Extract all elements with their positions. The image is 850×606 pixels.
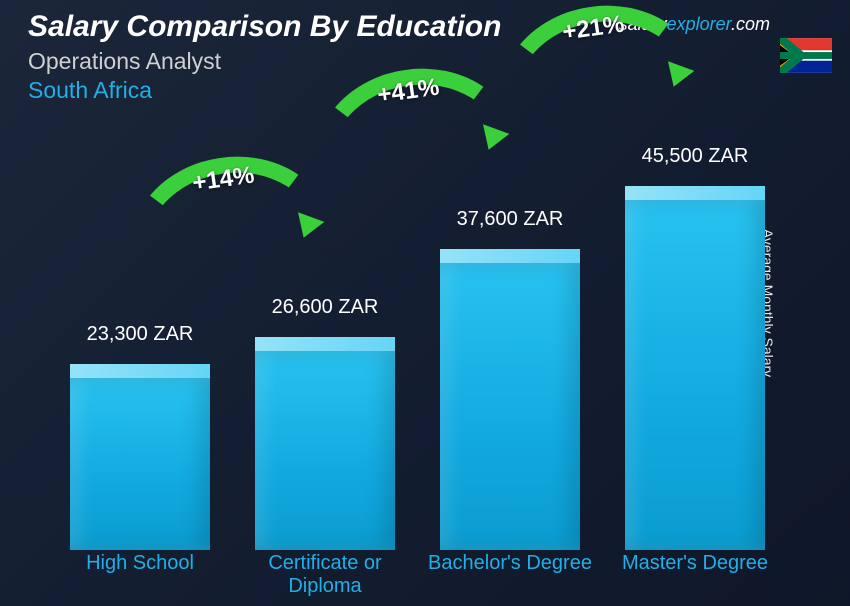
bar — [440, 249, 580, 550]
x-axis-labels: High SchoolCertificate or DiplomaBachelo… — [70, 552, 800, 600]
increase-pct: +14% — [191, 161, 256, 197]
flag-icon — [780, 38, 832, 73]
arrowhead-icon — [475, 124, 509, 154]
bar — [70, 364, 210, 550]
increase-pct: +41% — [376, 73, 441, 109]
arrowhead-icon — [290, 212, 324, 242]
brand-part3: .com — [731, 14, 770, 34]
arrowhead-icon — [660, 61, 694, 91]
x-label: Master's Degree — [605, 552, 785, 575]
bar — [255, 337, 395, 550]
x-label: Bachelor's Degree — [420, 552, 600, 575]
x-label: Certificate or Diploma — [235, 552, 415, 598]
chart-title: Salary Comparison By Education — [28, 10, 501, 44]
x-label: High School — [50, 552, 230, 575]
increase-pct: +21% — [561, 10, 626, 46]
bar — [625, 186, 765, 550]
bar-chart: 23,300 ZAR26,600 ZAR37,600 ZAR45,500 ZAR… — [70, 150, 800, 550]
